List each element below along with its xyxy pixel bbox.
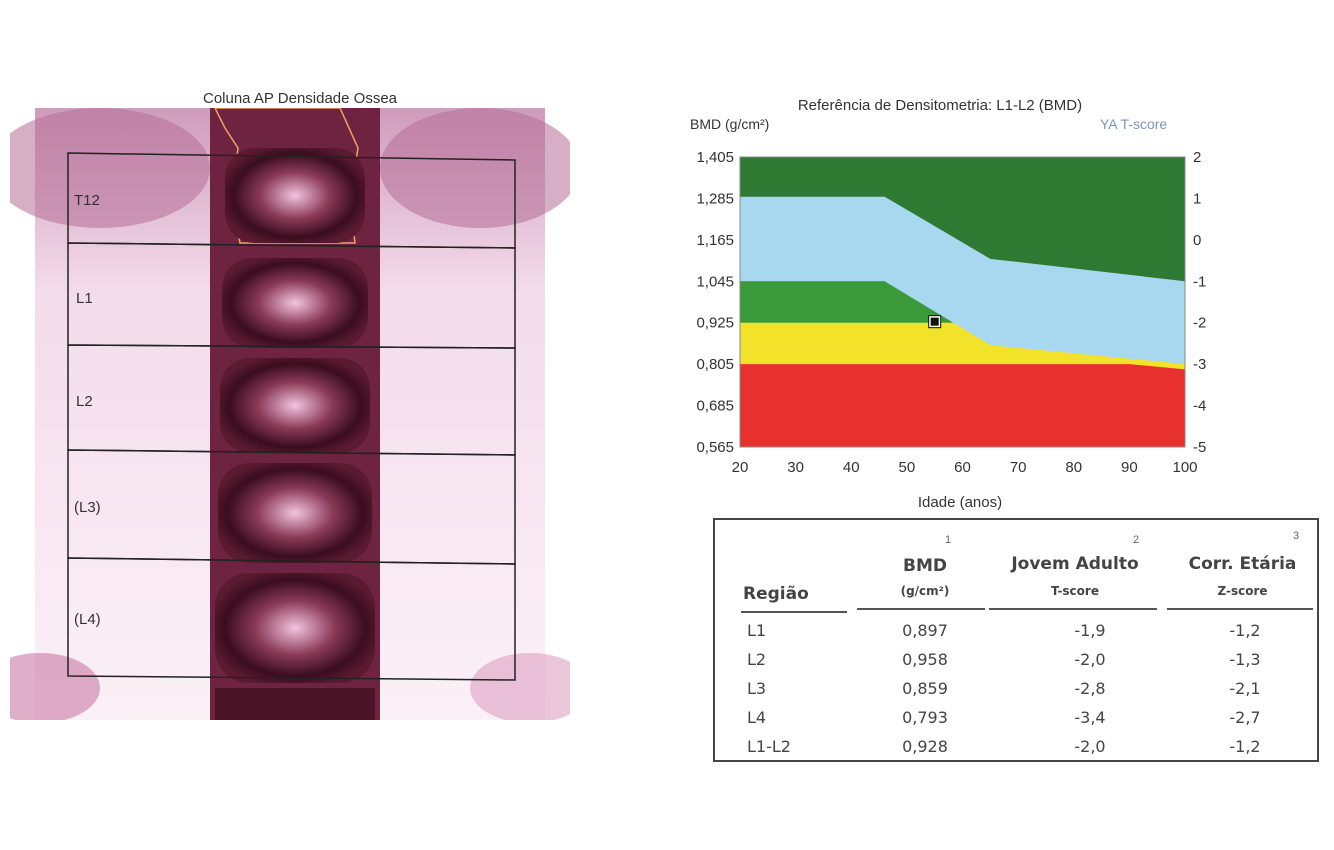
roi-label-t12: T12 [74,192,100,209]
spine-scan-image [10,108,570,720]
x-tick-label: 50 [899,459,916,476]
y-tick-label: 0,685 [696,398,734,415]
x-tick-label: 20 [732,459,749,476]
plot-frame [739,156,1186,448]
table-row: L2 0,958 -2,0 -1,3 [715,650,1317,679]
cell-tscore: -2,0 [1074,650,1106,669]
cell-tscore: -3,4 [1074,708,1106,727]
results-table: 1 2 3 Região BMD (g/cm²) Jovem Adulto T-… [713,518,1319,762]
roi-label-l1: L1 [76,290,93,307]
cell-region: L4 [747,708,767,727]
cell-tscore: -2,0 [1074,737,1106,756]
header-region: Região [743,584,809,604]
header-tscore: Jovem Adulto [1011,554,1139,574]
band-osteoporosis [740,364,1185,447]
cell-zscore: -2,1 [1229,679,1261,698]
y-tick-label: 0,925 [696,315,734,332]
y-tick-label: 0,565 [696,439,734,456]
table-row: L1 0,897 -1,9 -1,2 [715,621,1317,650]
y2-tick-label: -5 [1193,439,1206,456]
footnote-2: 2 [1133,534,1140,546]
footnote-3: 3 [1293,530,1300,542]
y2-tick-label: -2 [1193,315,1206,332]
scan-title: Coluna AP Densidade Ossea [202,90,398,107]
table-row: L1-L2 0,928 -2,0 -1,2 [715,737,1317,766]
patient-marker [930,317,939,326]
cell-bmd: 0,793 [902,708,948,727]
y-axis-left-label: BMD (g/cm²) [690,116,770,132]
cell-bmd: 0,928 [902,737,948,756]
y2-tick-label: -1 [1193,273,1206,290]
header-rule-tscore [989,608,1157,610]
chart-title: Referência de Densitometria: L1-L2 (BMD) [797,97,1083,114]
cell-region: L1 [747,621,767,640]
cell-tscore: -1,9 [1074,621,1106,640]
roi-label-l3: (L3) [74,499,101,516]
y2-tick-label: 1 [1193,190,1201,207]
cell-bmd: 0,897 [902,621,948,640]
y-tick-label: 0,805 [696,356,734,373]
footnote-1: 1 [945,534,952,546]
y-tick-label: 1,285 [696,190,734,207]
header-bmd-unit: (g/cm²) [900,584,950,598]
cell-zscore: -1,2 [1229,621,1261,640]
header-zscore-sub: Z-score [1217,584,1268,598]
y2-tick-label: 0 [1193,232,1201,249]
header-zscore: Corr. Etária [1188,554,1297,574]
x-tick-label: 100 [1172,459,1197,476]
header-rule-region [741,611,847,613]
header-tscore-sub: T-score [1051,584,1099,598]
roi-label-l2: L2 [76,393,93,410]
y-tick-label: 1,165 [696,232,734,249]
cell-zscore: -1,3 [1229,650,1261,669]
table-row: L4 0,793 -3,4 -2,7 [715,708,1317,737]
y2-tick-label: -3 [1193,356,1206,373]
cell-bmd: 0,859 [902,679,948,698]
x-tick-label: 80 [1065,459,1082,476]
y2-tick-label: -4 [1193,398,1206,415]
header-bmd: BMD [903,556,947,576]
bmd-reference-chart: 1,405 1,285 1,165 1,045 0,925 0,805 0,685 0,565… [696,149,1206,476]
y-axis-right-label: YA T-score [1100,116,1168,132]
y-tick-label: 1,045 [696,273,734,290]
x-tick-label: 70 [1010,459,1027,476]
cell-region: L3 [747,679,767,698]
header-rule-bmd [857,608,985,610]
header-rule-zscore [1167,608,1313,610]
x-axis-label: Idade (anos) [917,494,1003,511]
table-row: L3 0,859 -2,8 -2,1 [715,679,1317,708]
cell-zscore: -1,2 [1229,737,1261,756]
cell-tscore: -2,8 [1074,679,1106,698]
x-tick-label: 90 [1121,459,1138,476]
band-reference [740,196,1185,365]
cell-zscore: -2,7 [1229,708,1261,727]
y2-tick-label: 2 [1193,149,1201,166]
x-tick-label: 60 [954,459,971,476]
cell-bmd: 0,958 [902,650,948,669]
cell-region: L2 [747,650,767,669]
cell-region: L1-L2 [747,737,791,756]
x-tick-label: 30 [787,459,804,476]
y-tick-label: 1,405 [696,149,734,166]
roi-label-l4: (L4) [74,611,101,628]
x-tick-label: 40 [843,459,860,476]
